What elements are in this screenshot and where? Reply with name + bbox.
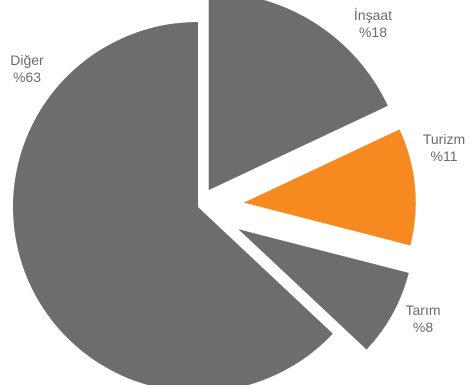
pie-label-value-2: %8	[413, 319, 433, 335]
pie-label-value-1: %11	[431, 148, 458, 164]
pie-label-name-3: Diğer	[10, 52, 44, 68]
pie-label-0: İnşaat %18	[354, 6, 392, 40]
pie-slice-1	[243, 129, 416, 246]
pie-label-name-0: İnşaat	[354, 6, 392, 23]
pie-slices	[13, 0, 416, 385]
pie-label-2: Tarım %8	[406, 302, 441, 335]
pie-label-value-0: %18	[359, 24, 387, 40]
pie-label-3: Diğer %63	[10, 52, 44, 85]
pie-label-name-2: Tarım	[406, 302, 441, 318]
pie-label-name-1: Turizm	[423, 131, 465, 147]
pie-label-1: Turizm %11	[423, 131, 465, 164]
pie-slice-3	[13, 22, 333, 385]
pie-slice-0	[208, 0, 388, 191]
pie-label-value-3: %63	[13, 69, 41, 85]
pie-slice-2	[238, 229, 409, 350]
pie-labels: İnşaat %18 Turizm %11 Tarım %8 Diğer %63	[10, 6, 465, 335]
